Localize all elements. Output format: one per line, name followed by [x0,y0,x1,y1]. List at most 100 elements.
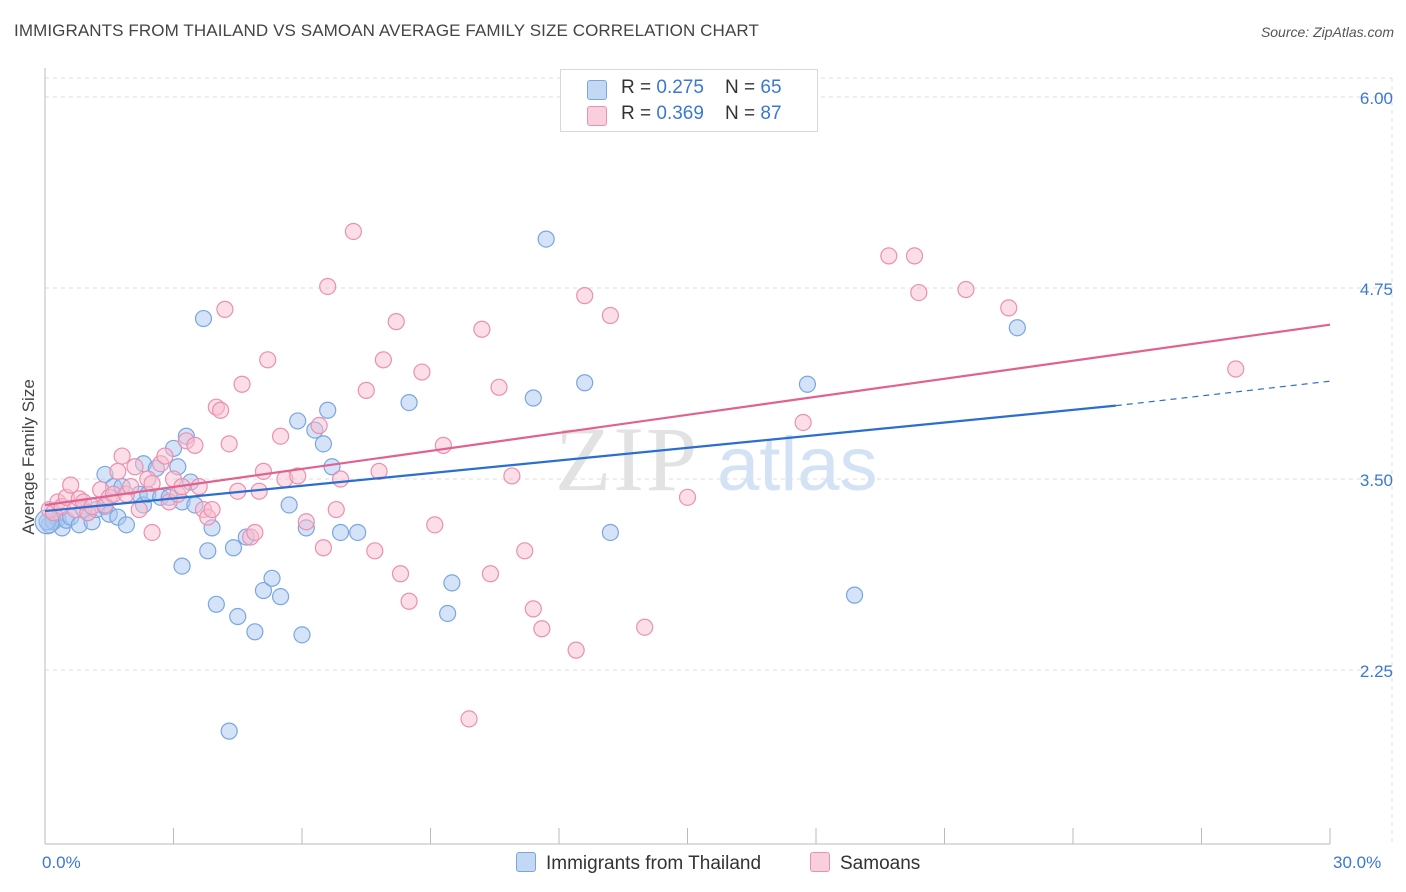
bottom-legend-swatch-thailand [516,852,536,872]
watermark: ZIP atlas [555,408,878,510]
legend-n-label: N = [725,77,761,98]
samoans-point [400,592,418,610]
thailand-point [443,574,461,592]
thailand-point [400,394,418,412]
samoans-point [533,620,551,638]
samoans-point [186,436,204,454]
samoans-point [62,476,80,494]
legend-n-value-thailand: 65 [760,77,782,98]
samoans-point [957,280,975,299]
samoans-point [366,542,384,560]
legend-r-value-samoans: 0.369 [656,103,704,124]
thailand-point [263,569,281,587]
thailand-point [246,623,264,641]
source-label: Source: ZipAtlas.com [1260,24,1394,40]
samoans-point [503,467,521,485]
y-tick-label: 2.25 [1360,662,1393,681]
thailand-point [173,557,191,575]
samoans-point [524,600,542,618]
watermark-atlas: atlas [717,422,878,507]
thailand-trend-line [44,404,1116,513]
samoans-point [473,320,491,338]
correlation-legend: R = 0.275 N = 65 R = 0.369 N = 87 [560,69,818,132]
samoans-point [426,516,444,534]
legend-r-label: R = [621,77,657,98]
samoans-point [297,513,315,531]
samoans-point [567,641,585,659]
samoans-point [434,436,452,454]
thailand-point [845,586,864,604]
samoans-point [220,435,238,453]
bottom-legend-swatch-samoans [810,852,830,872]
x-tick-label-min: 0.0% [42,853,81,872]
y-tick-label: 4.75 [1360,280,1393,299]
legend-swatch-samoans [587,106,607,126]
samoans-point [636,618,654,636]
legend-r-value-thailand: 0.275 [656,77,704,98]
thailand-point [224,539,243,557]
samoans-point [880,247,898,265]
trend-lines [44,323,1331,513]
thailand-point [439,604,457,623]
samoans-point [130,500,148,519]
samoans-point [460,710,478,728]
thailand-point [289,412,307,430]
samoans-point [910,283,928,302]
y-axis-title: Average Family Size [19,379,38,535]
samoans-point [794,413,812,432]
x-tick-label-max: 30.0% [1333,853,1382,872]
y-tick-label: 3.50 [1360,471,1393,490]
samoans-point [1000,299,1018,317]
thailand-point [220,722,238,740]
samoans-point [374,351,392,369]
bottom-legend-label-samoans: Samoans [840,853,921,874]
samoans-point [109,462,127,480]
samoans-point [289,467,307,485]
thailand-point [601,523,620,542]
thailand-point [293,626,311,644]
samoans-point [905,247,924,265]
samoans-point [259,351,277,369]
thailand-point [576,374,594,392]
samoans-point [190,478,208,496]
samoans-point [601,306,620,325]
thailand-point [524,389,542,407]
samoans-point [490,378,508,396]
samoans-point [314,539,333,557]
thailand-point [271,588,290,606]
thailand-point [280,496,298,514]
thailand-point [254,581,273,600]
samoans-point [212,401,230,419]
thailand-point [537,230,555,248]
samoans-point [331,470,350,488]
samoans-point [233,375,251,393]
bottom-legend-label-thailand: Immigrants from Thailand [546,853,762,874]
samoans-point [143,523,161,542]
samoans-point [310,416,328,435]
samoans-point [203,500,221,519]
thailand-point [349,523,367,542]
thailand-point [207,595,225,613]
thailand-point [319,401,337,419]
y-tick-labels: 2.25 3.50 4.75 6.00 [1360,89,1393,681]
chart-title: IMMIGRANTS FROM THAILAND VS SAMOAN AVERA… [14,21,759,40]
thailand-point [798,375,817,393]
samoans-point [319,277,337,296]
thailand-point [117,516,135,534]
samoans-trend-line [44,323,1331,507]
samoans-point [143,474,161,493]
thailand-point [1008,319,1026,337]
legend-swatch-thailand [587,80,607,100]
samoans-point [387,313,405,331]
legend-n-label: N = [725,103,761,124]
samoans-point [126,458,144,476]
legend-r-label: R = [621,103,657,124]
bottom-legend-thailand: Immigrants from Thailand [516,852,761,875]
bottom-legend-samoans: Samoans [810,852,920,875]
samoans-point [576,287,594,305]
samoans-point [246,523,264,542]
samoans-point [113,447,131,465]
samoans-point [271,427,290,445]
samoans-point [391,565,410,583]
